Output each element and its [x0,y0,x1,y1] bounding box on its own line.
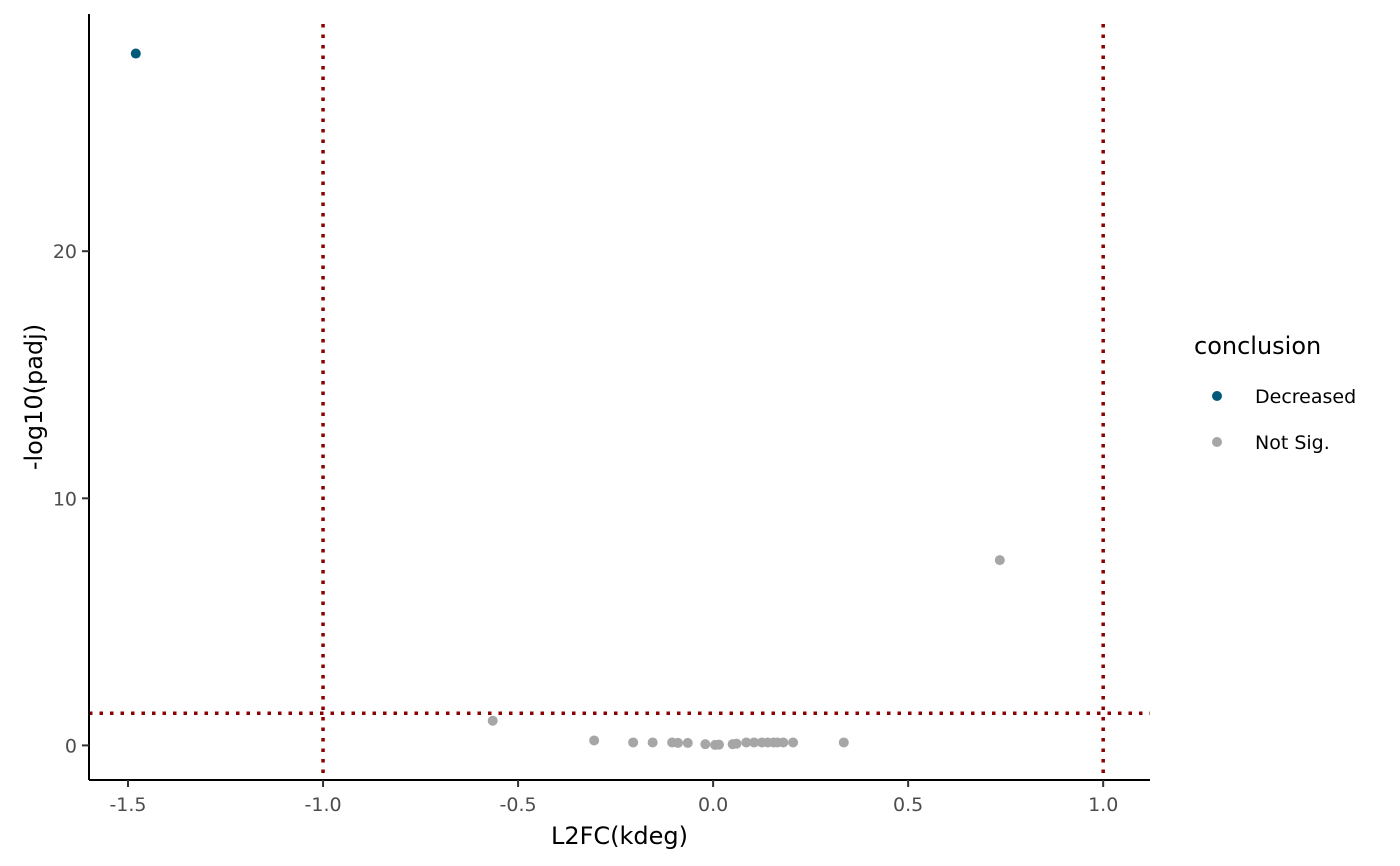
y-tick-label: 0 [65,735,77,757]
x-tick-label: -1.0 [305,794,342,816]
data-point-not-sig [589,735,600,746]
legend-key-0 [1212,391,1222,401]
data-point-not-sig [838,737,849,748]
data-points [130,48,1005,750]
x-tick-label: 1.0 [1088,794,1118,816]
data-point-not-sig [628,737,639,748]
data-point-not-sig [731,738,742,749]
data-point-not-sig [682,737,693,748]
reference-lines [89,24,1150,780]
data-point-not-sig [673,737,684,748]
legend-label-1: Not Sig. [1255,432,1330,454]
data-point-not-sig [788,737,799,748]
data-point-decreased [130,48,141,59]
y-axis-ticks: 0 10 20 [53,241,89,757]
data-point-not-sig [647,737,658,748]
y-tick-label: 10 [53,488,77,510]
legend-key-1 [1212,437,1222,447]
y-axis-title: -log10(padj) [20,324,48,470]
data-point-not-sig [741,737,752,748]
y-tick-label: 20 [53,241,77,263]
data-point-not-sig [700,739,711,750]
x-tick-label: -0.5 [500,794,537,816]
data-point-not-sig [749,737,760,748]
legend-title: conclusion [1194,332,1321,360]
data-point-not-sig [487,715,498,726]
x-tick-label: -1.5 [109,794,146,816]
x-tick-label: 0.5 [893,794,923,816]
x-tick-label: 0.0 [698,794,728,816]
legend-label-0: Decreased [1255,386,1356,408]
data-point-not-sig [713,739,724,750]
axes [88,14,1150,781]
x-axis-ticks: -1.5 -1.0 -0.5 0.0 0.5 1.0 [109,780,1118,816]
data-point-not-sig [994,555,1005,566]
data-point-not-sig [778,737,789,748]
legend: conclusion Decreased Not Sig. [1194,332,1356,454]
x-axis-title: L2FC(kdeg) [551,822,688,850]
